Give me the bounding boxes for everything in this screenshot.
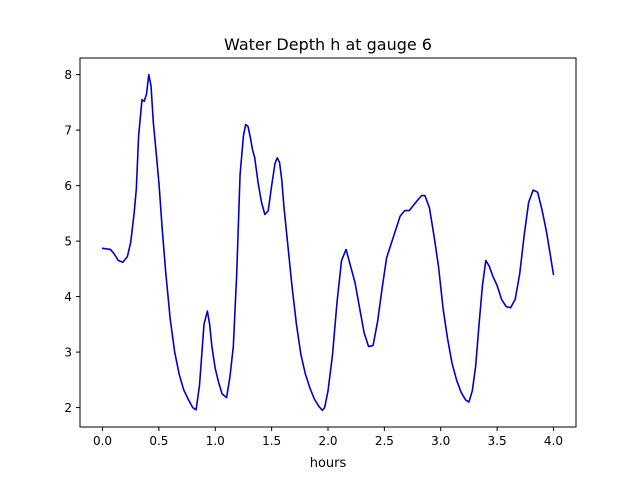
y-tick-label: 8 <box>64 68 72 82</box>
chart-title: Water Depth h at gauge 6 <box>224 35 432 54</box>
x-tick-label: 0.0 <box>93 434 112 448</box>
axes-frame <box>79 57 577 428</box>
x-tick-label: 4.0 <box>544 434 563 448</box>
x-tick-label: 1.0 <box>206 434 225 448</box>
x-tick-label: 2.5 <box>375 434 394 448</box>
x-tick-label: 2.0 <box>318 434 337 448</box>
y-tick-label: 7 <box>64 124 72 138</box>
y-axis: 2 3 4 5 6 7 8 <box>64 68 80 415</box>
plot-area <box>101 73 555 412</box>
y-tick-label: 2 <box>64 401 72 415</box>
y-tick-label: 4 <box>64 290 72 304</box>
y-tick-label: 5 <box>64 235 72 249</box>
x-tick-label: 3.0 <box>431 434 450 448</box>
x-tick-label: 1.5 <box>262 434 281 448</box>
x-axis: 0.0 0.5 1.0 1.5 2.0 2.5 3.0 3.5 4.0 <box>93 427 563 448</box>
y-tick-label: 3 <box>64 346 72 360</box>
x-axis-label: hours <box>310 456 347 471</box>
y-tick-label: 6 <box>64 179 72 193</box>
x-tick-label: 0.5 <box>149 434 168 448</box>
x-tick-label: 3.5 <box>488 434 507 448</box>
series-line <box>101 73 555 412</box>
